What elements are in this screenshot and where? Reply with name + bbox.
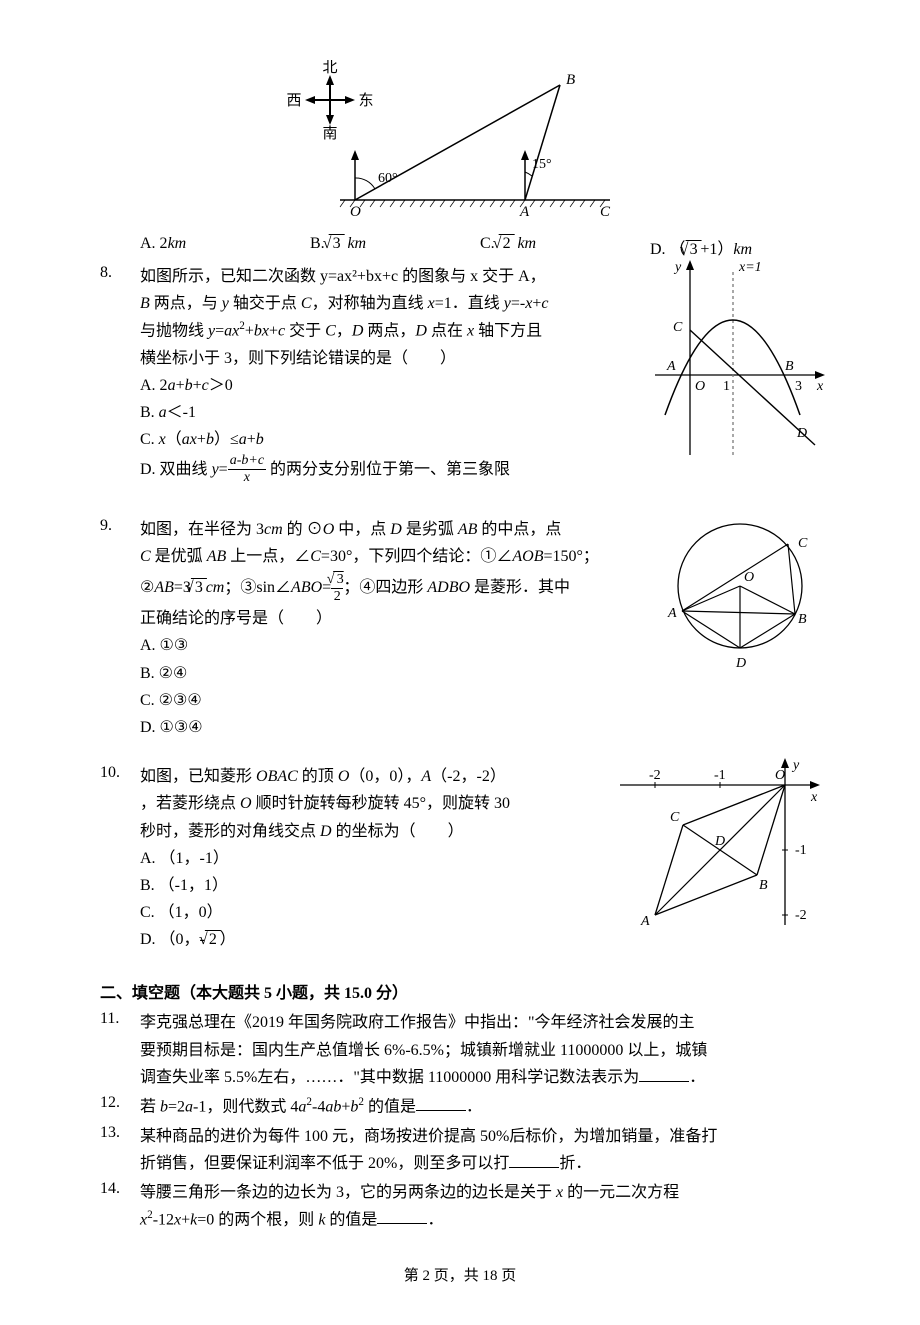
q11-l3: 调查失业率 5.5%左右，……．"其中数据 11000000 用科学记数法表示为… <box>140 1064 820 1091</box>
q13-num: 13. <box>100 1123 140 1142</box>
compass-n: 北 <box>322 60 337 76</box>
q8-x: x <box>816 379 824 394</box>
q8-c: C. x（ax+b）≤a+b <box>140 426 630 453</box>
q12-num: 12. <box>100 1093 140 1112</box>
q10-l3: 秒时，菱形的对角线交点 D 的坐标为（ ） <box>140 818 605 845</box>
q10-D: D <box>714 834 725 849</box>
lbl-C: C <box>600 204 611 220</box>
q11-num: 11. <box>100 1009 140 1028</box>
q9-b: B. ②④ <box>140 660 645 687</box>
q10-C: C <box>670 810 680 825</box>
q11-l2: 要预期目标是：国内生产总值增长 6%-6.5%；城镇新增就业 11000000 … <box>140 1037 820 1064</box>
q10-A: A <box>640 914 650 929</box>
q9-l2: C 是优弧 AB 上一点，∠C=30°，下列四个结论：①∠AOB=150°； <box>140 543 645 570</box>
compass-e: 东 <box>358 92 373 109</box>
q10-x: x <box>810 790 818 805</box>
q9-C: C <box>798 536 808 551</box>
q8-xeq: x=1 <box>738 260 762 275</box>
q10-b: B. （-1，1） <box>140 872 605 899</box>
q11-blank <box>639 1066 689 1082</box>
q14: 14. 等腰三角形一条边的边长为 3，它的另两条边的边长是关于 x 的一元二次方… <box>100 1179 820 1234</box>
q8-l1: 如图所示，已知二次函数 y=ax²+bx+c 的图象与 x 交于 A， <box>140 263 630 290</box>
q9-l1: 如图，在半径为 3cm 的 ⊙O 中，点 D 是劣弧 AB 的中点，点 <box>140 516 645 543</box>
q8-b: B. a＜-1 <box>140 399 630 426</box>
compass-s: 南 <box>322 125 337 142</box>
q14-l1: 等腰三角形一条边的边长为 3，它的另两条边的边长是关于 x 的一元二次方程 <box>140 1179 820 1206</box>
q10-l1: 如图，已知菱形 OBAC 的顶 O（0，0），A（-2，-2） <box>140 763 605 790</box>
q8-a: A. 2a+b+c＞0 <box>140 372 630 399</box>
q14-blank <box>377 1208 427 1224</box>
q7-figure: 北 南 东 西 60° 15° O A B C <box>280 60 640 220</box>
q14-l2: x2-12x+k=0 的两个根，则 k 的值是． <box>140 1206 820 1234</box>
q13: 13. 某种商品的进价为每件 100 元，商场按进价提高 50%后标价，为增加销… <box>100 1123 820 1177</box>
q13-l1: 某种商品的进价为每件 100 元，商场按进价提高 50%后标价，为增加销量，准备… <box>140 1123 820 1150</box>
q8-d: D. 双曲线 y=a-b+cx 的两分支分别位于第一、第三象限 <box>140 454 630 486</box>
q9-num: 9. <box>100 516 140 535</box>
q11: 11. 李克强总理在《2019 年国务院政府工作报告》中指出："今年经济社会发展… <box>100 1009 820 1091</box>
compass-w: 西 <box>286 93 301 109</box>
angle-15: 15° <box>532 157 552 172</box>
q9-B: B <box>798 612 807 627</box>
q10-num: 10. <box>100 763 140 782</box>
q8-A: A <box>666 359 676 374</box>
q10-m1: -1 <box>714 768 726 783</box>
q10-y: y <box>791 758 800 773</box>
q10-m2: -2 <box>649 768 661 783</box>
q8-O: O <box>695 379 705 394</box>
q8-C: C <box>673 320 683 335</box>
q9-c: C. ②③④ <box>140 687 645 714</box>
q12: 12. 若 b=2a-1，则代数式 4a2-4ab+b2 的值是． <box>100 1093 820 1121</box>
q9: 9. 如图，在半径为 3cm 的 ⊙O 中，点 D 是劣弧 AB 的中点，点 C… <box>100 516 820 742</box>
q11-l1: 李克强总理在《2019 年国务院政府工作报告》中指出："今年经济社会发展的主 <box>140 1009 820 1036</box>
q8-figure: y x x=1 A B C D O 1 3 <box>645 255 830 465</box>
q10: 10. 如图，已知菱形 OBAC 的顶 O（0，0），A（-2，-2） ，若菱形… <box>100 763 820 953</box>
q9-d: D. ①③④ <box>140 714 645 741</box>
q7-figure-wrap: 北 南 东 西 60° 15° O A B C <box>100 60 820 225</box>
q7-opt-c: C. 2 √ km <box>480 235 650 259</box>
q13-blank <box>509 1152 559 1168</box>
page-footer: 第 2 页，共 18 页 <box>100 1264 820 1285</box>
q9-l4: 正确结论的序号是（ ） <box>140 605 645 632</box>
q10-O: O <box>775 768 785 783</box>
q9-D: D <box>735 656 746 671</box>
q14-num: 14. <box>100 1179 140 1198</box>
q9-l3: ②AB=3 3 √ cm；③sin∠ABO= 3√ 2；④四边形 ADBO 是菱… <box>140 570 645 605</box>
section2-head: 二、填空题（本大题共 5 小题，共 15.0 分） <box>100 979 820 1003</box>
q10-l2: ，若菱形绕点 O 顺时针旋转每秒旋转 45°，则旋转 30 <box>140 790 605 817</box>
q10-mm1: -1 <box>795 843 807 858</box>
q13-l2: 折销售，但要保证利润率不低于 20%，则至多可以打折． <box>140 1150 820 1177</box>
q12-blank <box>416 1095 466 1111</box>
angle-60: 60° <box>378 171 398 186</box>
q10-mm2: -2 <box>795 908 807 923</box>
q9-a: A. ①③ <box>140 632 645 659</box>
q8-y: y <box>673 260 682 275</box>
q9-A: A <box>667 606 677 621</box>
q8-D: D <box>796 426 807 441</box>
q12-t: 若 b=2a-1，则代数式 4a2-4ab+b2 的值是． <box>140 1093 820 1121</box>
q10-B: B <box>759 878 768 893</box>
q7-opt-a: A. 2km <box>140 235 310 259</box>
q8-num: 8. <box>100 263 140 282</box>
q10-c: C. （1，0） <box>140 899 605 926</box>
lbl-B: B <box>566 72 575 88</box>
q9-figure: O C A B D <box>660 511 820 676</box>
q8-l4: 横坐标小于 3，则下列结论错误的是（ ） <box>140 345 630 372</box>
lbl-A: A <box>519 204 530 220</box>
q9-O: O <box>744 570 754 585</box>
q8-one: 1 <box>723 379 730 394</box>
q8-three: 3 <box>795 379 802 394</box>
lbl-O: O <box>350 204 361 220</box>
q7-opt-b: B. 3 √ km <box>310 235 480 259</box>
exam-page: 北 南 东 西 60° 15° O A B C <box>0 0 920 1325</box>
q8-l2: B 两点，与 y 轴交于点 C，对称轴为直线 x=1．直线 y=-x+c <box>140 290 630 317</box>
q10-figure: -2 -1 -1 -2 y x O C A B D <box>615 755 825 930</box>
q8: 8. 如图所示，已知二次函数 y=ax²+bx+c 的图象与 x 交于 A， B… <box>100 263 820 486</box>
q8-l3: 与抛物线 y=ax2+bx+c 交于 C，D 两点，D 点在 x 轴下方且 <box>140 317 630 345</box>
q8-B: B <box>785 359 794 374</box>
q10-d: D. （0，- 2 √ ） <box>140 926 605 953</box>
q10-a: A. （1，-1） <box>140 845 605 872</box>
